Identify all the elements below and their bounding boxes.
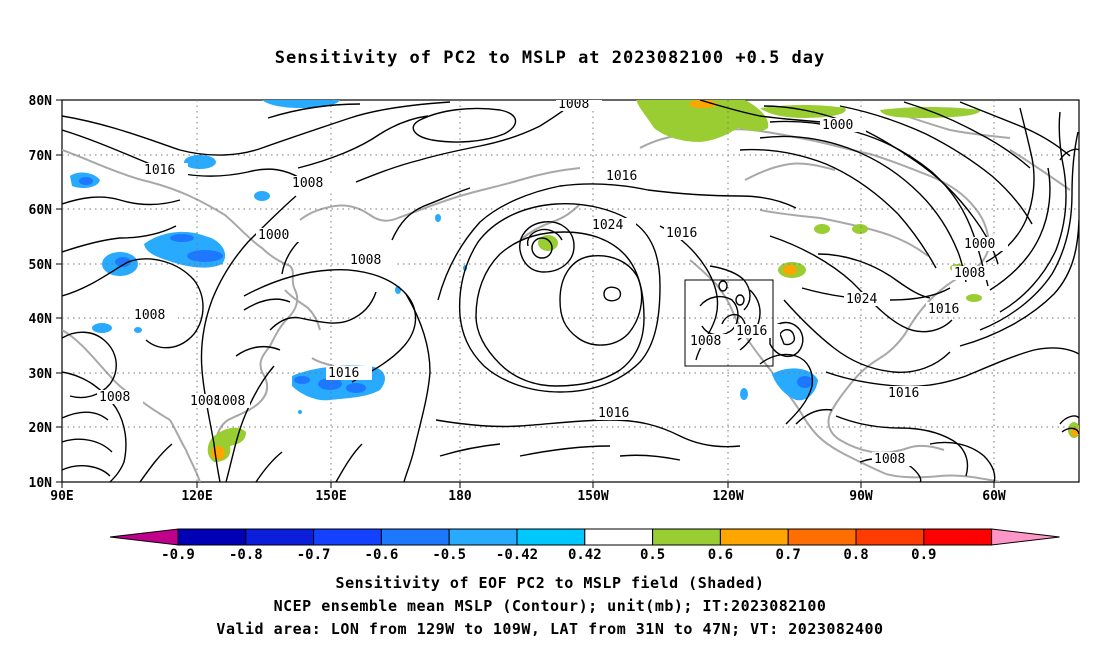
mslp-contours [62, 100, 1079, 482]
colorbar-tick-label: -0.42 [496, 547, 538, 563]
contour-label: 1008 [874, 452, 905, 467]
caption-line-3: Valid area: LON from 129W to 109W, LAT f… [216, 620, 884, 638]
lat-label: 70N [29, 149, 53, 164]
axis-ticks [56, 99, 995, 488]
colorbar-tick-label: 0.9 [911, 547, 936, 563]
lon-label: 90E [50, 489, 73, 504]
colorbar-segment [448, 528, 518, 546]
lon-label: 120W [712, 489, 743, 504]
contour-label: 1008 [99, 390, 130, 405]
contour-label: 1016 [928, 302, 959, 317]
colorbar-tick-label: -0.6 [365, 547, 399, 563]
lon-label: 60W [982, 489, 1006, 504]
contour-label: 1008 [690, 334, 721, 349]
colorbar-tick-label: -0.7 [297, 547, 331, 563]
contour-label: 1000 [822, 118, 853, 133]
contour-label: 1016 [666, 226, 697, 241]
colorbar-segment [584, 528, 654, 546]
contour-label: 1016 [328, 366, 359, 381]
lat-label: 20N [29, 421, 53, 436]
contour-label: 1016 [606, 169, 637, 184]
contour-label: 1000 [258, 228, 289, 243]
contour-label: 1016 [736, 324, 767, 339]
contour-label: 1008 [214, 394, 245, 409]
map-frame [61, 99, 1080, 483]
contour-label: 1016 [144, 163, 175, 178]
colorbar-tick-label: 0.42 [568, 547, 602, 563]
colorbar-segment [380, 528, 450, 546]
contour-label: 1000 [964, 237, 995, 252]
colorbar-segment [313, 528, 382, 546]
contour-label-group: 1008 1000 1016 1008 1000 1008 1008 1016 … [97, 97, 1008, 467]
contour-label: 1008 [134, 308, 165, 323]
contour-label: 1008 [350, 253, 381, 268]
longitude-labels: 90E 120E 150E 180 150W 120W 90W 60W [50, 489, 1006, 504]
lat-label: 40N [29, 312, 53, 327]
colorbar-tick-label: -0.5 [432, 547, 466, 563]
lat-label: 50N [29, 258, 53, 273]
contour-label: 1016 [598, 406, 629, 421]
caption-line-2: NCEP ensemble mean MSLP (Contour); unit(… [273, 597, 827, 615]
lat-label: 30N [29, 367, 53, 382]
colorbar-segment [991, 528, 1060, 546]
lon-label: 150W [577, 489, 608, 504]
contour-label: 1008 [954, 266, 985, 281]
colorbar-tick-label: -0.9 [161, 547, 195, 563]
colorbar-tick-label: 0.8 [843, 547, 868, 563]
colorbar-segment [719, 528, 789, 546]
lon-label: 120E [181, 489, 212, 504]
colorbar-tick-label: 0.6 [708, 547, 733, 563]
colorbar-tick-label: 0.7 [776, 547, 801, 563]
lon-label: 180 [448, 489, 472, 504]
colorbar-segment [245, 528, 315, 546]
map-title: Sensitivity of PC2 to MSLP at 2023082100… [274, 48, 826, 68]
contour-label: 1008 [190, 394, 221, 409]
colorbar: -0.9 -0.8 -0.7 -0.6 -0.5 -0.42 0.42 0.5 0.6 0.7 0.… [109, 528, 1060, 563]
contour-label: 1024 [592, 218, 623, 233]
colorbar-segment [109, 528, 179, 546]
lat-label: 60N [29, 203, 53, 218]
lat-label: 80N [29, 94, 53, 109]
colorbar-tick-label: 0.5 [640, 547, 665, 563]
colorbar-segment [652, 528, 721, 546]
latitude-labels: 80N 70N 60N 50N 40N 30N 20N 10N [29, 94, 53, 491]
lon-label: 150E [315, 489, 346, 504]
lon-label: 90W [849, 489, 873, 504]
contour-label: 1008 [558, 97, 589, 112]
contour-label: 1024 [846, 292, 877, 307]
colorbar-segment [923, 528, 993, 546]
valid-area-box [684, 279, 774, 367]
lat-label: 10N [29, 476, 53, 491]
colorbar-tick-label: -0.8 [229, 547, 263, 563]
colorbar-segment [177, 528, 247, 546]
caption-line-1: Sensitivity of EOF PC2 to MSLP field (Sh… [335, 574, 765, 592]
contour-label: 1016 [888, 386, 919, 401]
colorbar-segment [855, 528, 925, 546]
colorbar-segment [787, 528, 857, 546]
colorbar-segment [516, 528, 586, 546]
contour-label: 1008 [292, 176, 323, 191]
